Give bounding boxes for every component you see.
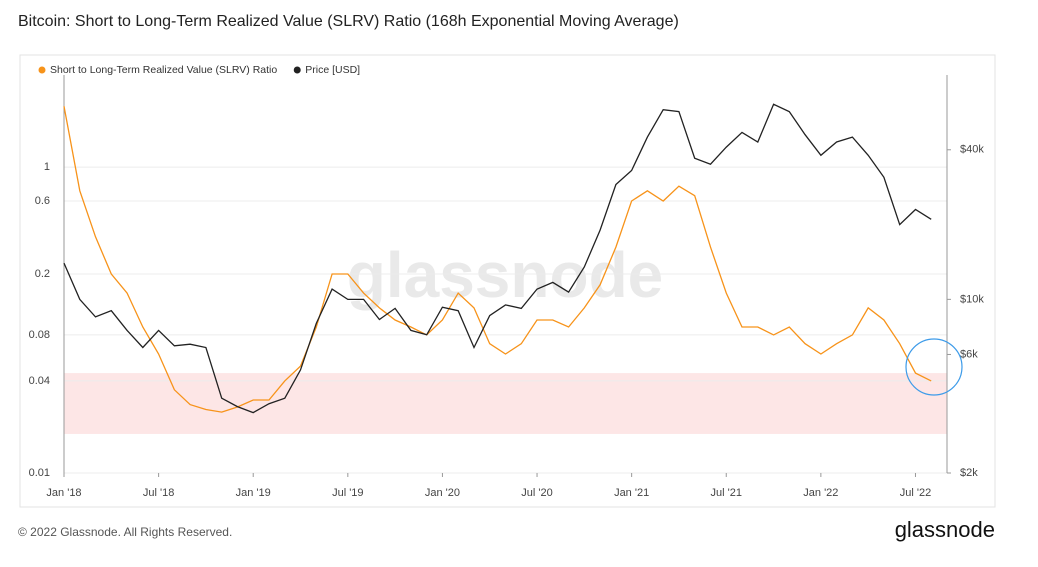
y2-tick-label: $40k bbox=[960, 144, 984, 156]
y2-tick-label: $6k bbox=[960, 348, 978, 360]
x-tick-label: Jul '19 bbox=[332, 487, 363, 499]
legend-marker bbox=[38, 66, 46, 74]
x-tick-label: Jul '21 bbox=[711, 487, 742, 499]
x-tick-label: Jan '22 bbox=[803, 487, 838, 499]
legend-label: Short to Long-Term Realized Value (SLRV)… bbox=[50, 64, 277, 76]
x-tick-label: Jul '18 bbox=[143, 487, 174, 499]
x-tick-label: Jan '21 bbox=[614, 487, 649, 499]
x-tick-label: Jan '18 bbox=[46, 487, 81, 499]
y-tick-label: 0.2 bbox=[35, 268, 50, 280]
footer: © 2022 Glassnode. All Rights Reserved. bbox=[18, 525, 232, 539]
y-tick-label: 0.08 bbox=[29, 329, 50, 341]
x-tick-label: Jan '19 bbox=[236, 487, 271, 499]
y2-tick-label: $2k bbox=[960, 467, 978, 479]
logo: glassnode bbox=[895, 517, 995, 542]
legend-label: Price [USD] bbox=[305, 64, 360, 76]
series-line bbox=[63, 103, 932, 414]
y2-tick-label: $10k bbox=[960, 293, 984, 305]
chart-title: Bitcoin: Short to Long-Term Realized Val… bbox=[18, 13, 679, 30]
y-tick-label: 0.04 bbox=[29, 375, 50, 387]
legend-marker bbox=[293, 66, 301, 74]
watermark: glassnode bbox=[347, 239, 664, 311]
series-line bbox=[63, 106, 932, 413]
x-tick-label: Jul '22 bbox=[900, 487, 931, 499]
annotation-circle bbox=[905, 338, 963, 396]
y-tick-label: 0.6 bbox=[35, 195, 50, 207]
x-tick-label: Jan '20 bbox=[425, 487, 460, 499]
x-tick-label: Jul '20 bbox=[521, 487, 552, 499]
highlight-band bbox=[64, 373, 947, 434]
y-tick-label: 0.01 bbox=[29, 467, 50, 479]
y-tick-label: 1 bbox=[44, 161, 50, 173]
